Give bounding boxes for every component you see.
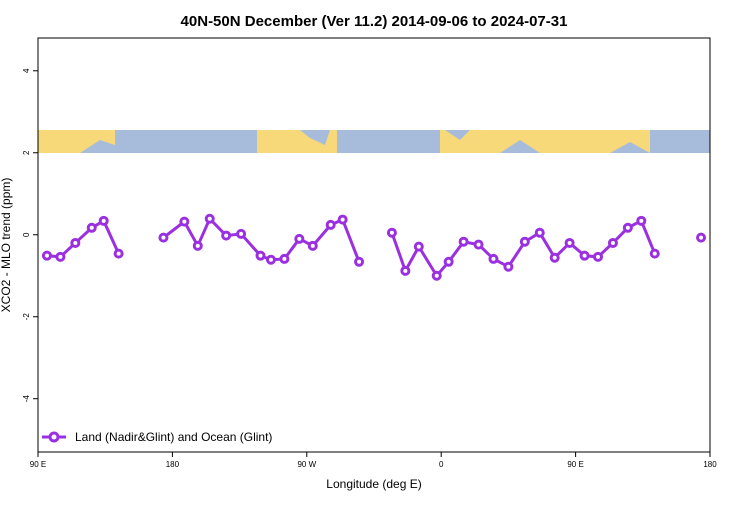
data-point bbox=[473, 239, 484, 250]
data-point bbox=[41, 250, 52, 261]
x-tick-label: 180 bbox=[703, 460, 717, 469]
data-point bbox=[488, 253, 499, 264]
data-point bbox=[696, 232, 707, 243]
data-point bbox=[413, 241, 424, 252]
data-point bbox=[443, 256, 454, 267]
data-point bbox=[255, 250, 266, 261]
data-point bbox=[622, 222, 633, 233]
data-point bbox=[636, 215, 647, 226]
legend-marker bbox=[48, 431, 60, 443]
data-point bbox=[204, 213, 215, 224]
x-tick-label: 90 W bbox=[297, 460, 316, 469]
y-tick-label: -4 bbox=[22, 395, 31, 403]
x-tick-label: 0 bbox=[439, 460, 444, 469]
data-point bbox=[113, 248, 124, 259]
data-point bbox=[503, 261, 514, 272]
data-point bbox=[179, 216, 190, 227]
data-point bbox=[158, 232, 169, 243]
y-tick-label: 4 bbox=[22, 68, 31, 73]
plot-frame bbox=[37, 37, 711, 453]
x-tick-label: 90 E bbox=[567, 460, 583, 469]
data-point bbox=[307, 240, 318, 251]
data-point bbox=[337, 214, 348, 225]
world-map-strip bbox=[38, 130, 710, 153]
data-point bbox=[70, 237, 81, 248]
data-point bbox=[279, 253, 290, 264]
data-point bbox=[386, 227, 397, 238]
y-tick-label: 2 bbox=[22, 150, 31, 155]
x-tick-label: 180 bbox=[166, 460, 180, 469]
legend: Land (Nadir&Glint) and Ocean (Glint) bbox=[42, 430, 272, 444]
x-axis-title: Longitude (deg E) bbox=[326, 477, 421, 491]
data-point bbox=[549, 252, 560, 263]
data-point bbox=[294, 233, 305, 244]
data-point bbox=[579, 250, 590, 261]
y-tick-label: -2 bbox=[22, 313, 31, 321]
data-point bbox=[221, 230, 232, 241]
x-tick-label: 90 E bbox=[30, 460, 46, 469]
data-point bbox=[607, 237, 618, 248]
data-point bbox=[55, 251, 66, 262]
data-point bbox=[431, 270, 442, 281]
chart-title: 40N-50N December (Ver 11.2) 2014-09-06 t… bbox=[181, 13, 568, 30]
data-point bbox=[265, 254, 276, 265]
data-point bbox=[400, 265, 411, 276]
y-tick-label: 0 bbox=[22, 232, 31, 237]
data-point bbox=[354, 256, 365, 267]
data-point bbox=[98, 215, 109, 226]
legend-label: Land (Nadir&Glint) and Ocean (Glint) bbox=[75, 430, 272, 444]
series-line bbox=[47, 219, 701, 276]
data-point bbox=[236, 228, 247, 239]
data-point bbox=[593, 251, 603, 262]
data-point bbox=[564, 237, 575, 248]
y-axis-title: XCO2 - MLO trend (ppm) bbox=[0, 178, 13, 313]
data-point bbox=[649, 248, 660, 259]
data-point bbox=[519, 236, 530, 247]
data-point bbox=[192, 240, 203, 251]
data-point bbox=[458, 236, 469, 247]
data-point bbox=[86, 222, 97, 233]
data-point bbox=[325, 219, 336, 230]
data-point bbox=[534, 227, 545, 238]
